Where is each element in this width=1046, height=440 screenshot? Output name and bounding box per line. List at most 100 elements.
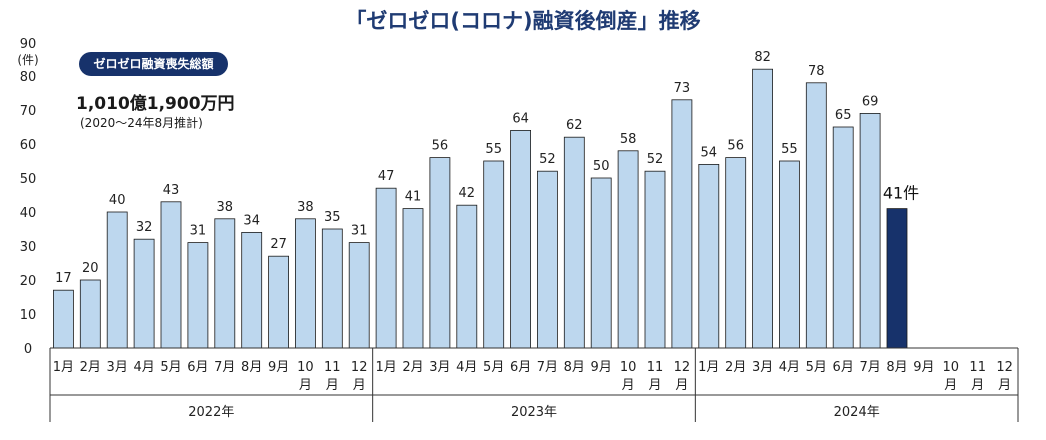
value-label: 47 xyxy=(378,169,395,184)
value-label: 35 xyxy=(324,210,341,225)
month-tick-label: 2月 xyxy=(725,360,746,375)
month-tick-label: 10 月 xyxy=(620,360,637,393)
month-tick-label: 1月 xyxy=(698,360,719,375)
bar xyxy=(294,218,316,349)
bar xyxy=(859,113,881,349)
y-tick-label: 80 xyxy=(20,70,37,85)
month-tick-label: 8月 xyxy=(886,360,907,375)
y-axis-top-value: 90 xyxy=(20,37,37,52)
bar xyxy=(133,238,155,349)
value-label: 65 xyxy=(835,108,852,123)
bar xyxy=(429,157,451,349)
month-suffix: 月 xyxy=(971,378,984,393)
value-label: 64 xyxy=(512,111,529,126)
value-label: 55 xyxy=(781,142,798,157)
month-tick-label: 8月 xyxy=(564,360,585,375)
month-tick-label: 12 月 xyxy=(996,360,1013,393)
bar xyxy=(402,208,424,349)
month-suffix: 月 xyxy=(353,378,366,393)
month-tick-label: 2月 xyxy=(402,360,423,375)
month-number: 10 xyxy=(943,360,960,375)
bar xyxy=(805,82,827,349)
month-tick-label: 4月 xyxy=(456,360,477,375)
value-label: 78 xyxy=(808,64,825,79)
value-label: 82 xyxy=(754,50,771,65)
y-tick-label: 60 xyxy=(20,138,37,153)
month-tick-label: 5月 xyxy=(160,360,181,375)
y-axis-ticks: 0 10 20 30 40 50 60 70 80 xyxy=(20,70,37,357)
bar-highlight xyxy=(886,208,908,349)
loss-total-note: (2020～24年8月推計) xyxy=(80,116,203,130)
month-tick-label: 1月 xyxy=(375,360,396,375)
month-number: 11 xyxy=(647,360,664,375)
bar xyxy=(79,279,101,349)
bar xyxy=(456,204,478,349)
y-tick-label: 40 xyxy=(20,206,37,221)
value-label: 38 xyxy=(217,200,234,215)
month-tick-label: 9月 xyxy=(913,360,934,375)
month-number: 11 xyxy=(324,360,341,375)
value-label: 40 xyxy=(109,193,126,208)
month-tick-label: 10 月 xyxy=(943,360,960,393)
month-suffix: 月 xyxy=(648,378,661,393)
value-label: 52 xyxy=(647,152,664,167)
month-tick-label: 3月 xyxy=(107,360,128,375)
value-label: 52 xyxy=(539,152,556,167)
bar xyxy=(671,99,693,349)
value-label: 56 xyxy=(432,139,449,154)
month-tick-label: 12 月 xyxy=(674,360,691,393)
bar xyxy=(160,201,182,349)
value-label: 73 xyxy=(674,81,691,96)
bar xyxy=(779,160,800,349)
bar xyxy=(617,150,639,349)
loss-total-badge: ゼロゼロ融資喪失総額 xyxy=(79,52,228,76)
value-label: 17 xyxy=(55,271,72,286)
y-axis-unit: (件) xyxy=(17,53,38,67)
bar xyxy=(106,211,128,349)
month-tick-label: 6月 xyxy=(833,360,854,375)
bar xyxy=(510,129,532,349)
month-suffix: 月 xyxy=(326,378,339,393)
bar xyxy=(563,136,585,349)
month-tick-label: 7月 xyxy=(214,360,235,375)
value-label: 50 xyxy=(593,159,610,174)
month-tick-label: 9月 xyxy=(591,360,612,375)
month-tick-label: 5月 xyxy=(483,360,504,375)
y-tick-label: 30 xyxy=(20,240,37,255)
bar xyxy=(752,68,773,349)
y-tick-label: 70 xyxy=(20,104,37,119)
month-number: 12 xyxy=(674,360,691,375)
bar xyxy=(214,218,236,349)
value-label: 41 xyxy=(405,190,422,205)
month-tick-label: 9月 xyxy=(268,360,289,375)
value-label: 38 xyxy=(297,200,314,215)
month-tick-label: 2月 xyxy=(80,360,101,375)
y-tick-label: 10 xyxy=(20,308,37,323)
value-label: 54 xyxy=(701,145,718,160)
value-label: 58 xyxy=(620,132,637,147)
y-tick-label: 20 xyxy=(20,274,37,289)
y-tick-label: 50 xyxy=(20,172,37,187)
month-tick-label: 12 月 xyxy=(351,360,368,393)
month-number: 12 xyxy=(351,360,368,375)
year-label: 2023年 xyxy=(511,405,557,420)
bar xyxy=(268,255,290,349)
month-number: 12 xyxy=(996,360,1013,375)
month-suffix: 月 xyxy=(299,378,312,393)
value-label: 32 xyxy=(136,220,153,235)
month-number: 10 xyxy=(297,360,314,375)
value-label: 31 xyxy=(190,224,207,239)
y-tick-label: 0 xyxy=(24,342,32,357)
value-label: 62 xyxy=(566,118,583,133)
month-tick-label: 4月 xyxy=(133,360,154,375)
month-tick-label: 7月 xyxy=(859,360,880,375)
bar xyxy=(53,289,74,349)
loss-total-amount: 1,010億1,900万円 xyxy=(76,94,235,114)
value-label: 20 xyxy=(82,261,99,276)
bar xyxy=(241,231,263,349)
bar xyxy=(321,228,343,349)
year-label: 2024年 xyxy=(834,405,880,420)
month-suffix: 月 xyxy=(998,378,1011,393)
bar xyxy=(590,177,612,349)
